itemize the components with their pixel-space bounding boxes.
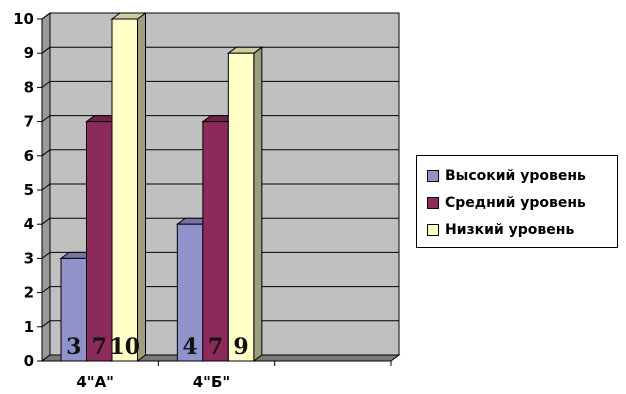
y-tick-label: 0 <box>24 352 34 370</box>
y-tick-label: 8 <box>24 78 34 96</box>
legend-item-low: Низкий уровень <box>427 216 611 243</box>
y-tick-label: 4 <box>24 215 34 233</box>
y-tick-label: 5 <box>24 181 34 199</box>
legend-swatch-medium <box>427 196 439 209</box>
legend-swatch-high <box>427 169 439 182</box>
legend-item-medium: Средний уровень <box>427 189 611 216</box>
bar <box>86 121 113 362</box>
gridline-side-8 <box>41 81 51 88</box>
gridline-side-1 <box>41 320 51 328</box>
bar <box>176 223 204 362</box>
data-label: 7 <box>92 334 107 360</box>
data-label: 10 <box>109 334 140 360</box>
y-tick-label: 1 <box>24 318 34 336</box>
x-tick-label: 4"А" <box>76 373 114 391</box>
y-tick-label: 6 <box>24 147 34 165</box>
gridline-side-6 <box>41 149 51 157</box>
bar <box>227 52 255 362</box>
gridline-side-3 <box>41 251 51 259</box>
data-label: 7 <box>208 334 223 360</box>
gridline-side-2 <box>41 286 51 294</box>
chart-legend: Высокий уровень Средний уровень Низкий у… <box>416 155 618 248</box>
bar-side <box>253 46 263 362</box>
x-tick-label: 4"Б" <box>193 373 231 391</box>
data-label: 3 <box>66 334 81 360</box>
y-tick-label: 3 <box>24 249 34 267</box>
gridline-side-7 <box>41 115 51 122</box>
y-tick-label: 10 <box>13 10 34 28</box>
y-tick-label: 9 <box>24 44 34 62</box>
bar <box>202 121 229 362</box>
y-tick-label: 2 <box>24 284 34 302</box>
legend-swatch-low <box>427 223 439 236</box>
bar <box>60 257 87 362</box>
legend-label-high: Высокий уровень <box>445 167 586 184</box>
data-label: 4 <box>182 334 197 360</box>
bar <box>111 18 138 362</box>
gridline-side-9 <box>41 46 51 54</box>
legend-item-high: Высокий уровень <box>427 162 611 189</box>
data-label: 9 <box>233 334 248 360</box>
bar-side <box>137 12 146 362</box>
gridline-side-5 <box>41 183 51 191</box>
legend-label-low: Низкий уровень <box>445 221 575 238</box>
legend-label-medium: Средний уровень <box>445 194 586 211</box>
gridline-side-4 <box>41 217 51 225</box>
y-tick-label: 7 <box>24 113 34 131</box>
gridline-side-10 <box>41 12 51 20</box>
